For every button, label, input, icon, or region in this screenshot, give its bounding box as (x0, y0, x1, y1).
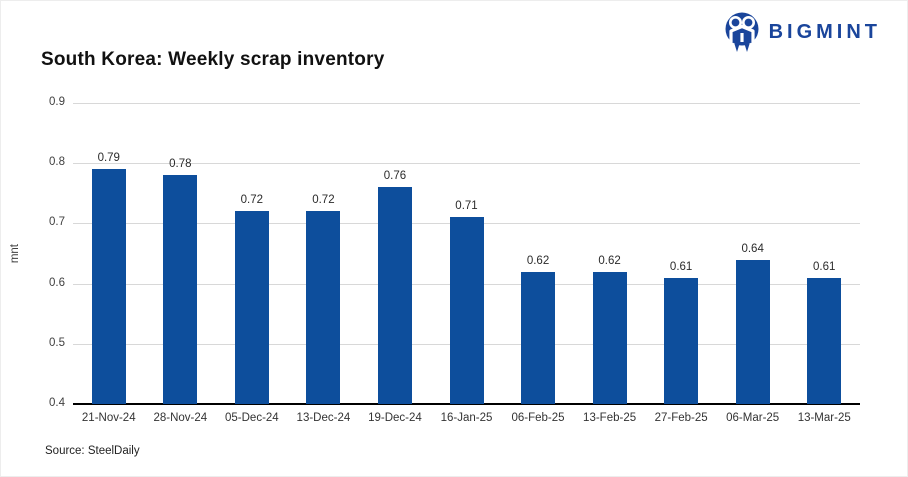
y-tick-label: 0.9 (49, 96, 65, 108)
bar-value-label: 0.76 (383, 170, 407, 183)
x-tick-label: 06-Mar-25 (726, 412, 780, 424)
x-tick-label: 21-Nov-24 (81, 412, 136, 424)
gridline (73, 163, 860, 165)
y-tick-label: 0.8 (49, 156, 65, 169)
x-tick-label: 13-Feb-25 (583, 412, 637, 424)
x-tick-label: 19-Dec-24 (368, 412, 422, 424)
chart-title: South Korea: Weekly scrap inventory (41, 49, 385, 70)
bar-value-label: 0.62 (526, 254, 550, 267)
bar (807, 277, 842, 404)
bar-value-label: 0.61 (669, 260, 693, 273)
bar (735, 259, 770, 404)
x-tick-label: 27-Feb-25 (654, 412, 708, 424)
bar-value-label: 0.61 (813, 260, 836, 273)
bar (306, 211, 341, 404)
gridline (73, 103, 860, 104)
bigmint-logo-text: BIGMINT (768, 20, 881, 43)
y-axis-label-wrap: mnt (5, 103, 25, 404)
source-note: Source: SteelDaily (45, 445, 140, 457)
bar (664, 277, 699, 404)
bar-value-label: 0.78 (169, 158, 192, 171)
x-tick-label: 13-Mar-25 (797, 412, 851, 424)
y-tick-label: 0.7 (49, 216, 65, 229)
bar-value-label: 0.71 (455, 200, 478, 213)
bar-value-label: 0.79 (97, 152, 120, 165)
bar (592, 271, 627, 404)
x-tick-label: 05-Dec-24 (225, 412, 279, 424)
x-axis-line (73, 403, 860, 405)
bar-value-label: 0.62 (598, 254, 621, 267)
bar (91, 169, 126, 404)
x-tick-label: 06-Feb-25 (511, 412, 565, 424)
y-tick-label: 0.5 (49, 336, 65, 349)
bar (521, 271, 556, 404)
y-axis-label: mnt (9, 243, 21, 264)
bar (234, 211, 269, 404)
x-tick-label: 28-Nov-24 (153, 412, 208, 424)
bigmint-logo: BIGMINT (723, 11, 881, 53)
bigmint-logo-icon (725, 12, 759, 52)
bar-value-label: 0.64 (741, 242, 764, 255)
bar-value-label: 0.72 (240, 194, 264, 207)
y-tick-label: 0.6 (49, 276, 65, 289)
bar (163, 175, 198, 404)
y-tick-label: 0.4 (49, 397, 65, 409)
bar-value-label: 0.72 (312, 194, 335, 207)
x-tick-label: 16-Jan-25 (440, 412, 493, 424)
bar (449, 217, 484, 404)
bar (377, 187, 412, 404)
x-tick-label: 13-Dec-24 (296, 412, 351, 424)
